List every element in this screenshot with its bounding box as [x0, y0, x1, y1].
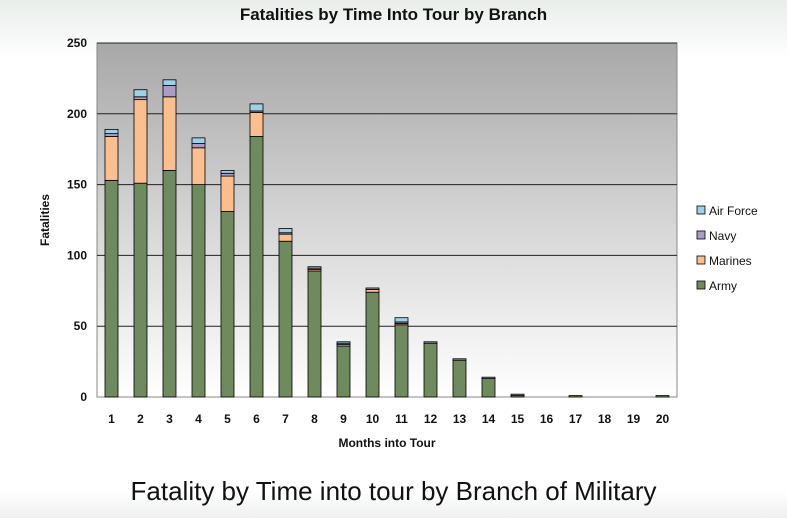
bar-segment-army: [307, 270, 322, 398]
bar-segment-army: [104, 179, 119, 398]
bar-segment-air-force: [162, 79, 177, 86]
y-tick-label: 100: [67, 248, 87, 262]
bar-segment-navy: [452, 358, 467, 361]
bar-segment-army: [481, 378, 496, 398]
x-tick-label: 20: [656, 412, 670, 426]
x-tick-label: 8: [311, 412, 318, 426]
bar-segment-army: [452, 359, 467, 398]
legend-label: Marines: [709, 254, 752, 268]
x-tick-label: 11: [395, 412, 408, 426]
bar-segment-army: [365, 291, 380, 398]
bar-segment-army: [220, 211, 235, 398]
x-tick-label: 10: [366, 412, 380, 426]
legend-swatch: [696, 230, 706, 240]
bar-segment-navy: [162, 85, 177, 98]
bar-segment-air-force: [249, 103, 264, 112]
bar-segment-marines: [365, 288, 380, 293]
bars: [104, 79, 670, 398]
bar-segment-air-force: [307, 266, 322, 269]
legend-label: Navy: [709, 229, 736, 243]
y-tick-label: 200: [67, 107, 87, 121]
x-tick-label: 2: [137, 412, 144, 426]
x-tick-label: 12: [424, 412, 438, 426]
x-tick-label: 13: [453, 412, 467, 426]
bar-segment-navy: [423, 341, 438, 344]
bar-segment-navy: [365, 287, 380, 290]
bar-segment-army: [394, 324, 409, 398]
x-tick-label: 16: [540, 412, 554, 426]
bar-segment-air-force: [394, 317, 409, 323]
bar-segment-navy: [191, 143, 206, 149]
x-tick-label: 7: [282, 412, 289, 426]
bar-segment-army: [249, 136, 264, 398]
bar-segment-marines: [191, 147, 206, 185]
x-tick-label: 6: [253, 412, 260, 426]
y-tick-label: 150: [67, 178, 87, 192]
bar-segment-army: [336, 345, 351, 398]
x-tick-label: 15: [511, 412, 525, 426]
bar-segment-army: [162, 170, 177, 398]
y-tick-label: 250: [67, 36, 87, 50]
y-tick-label: 50: [74, 319, 88, 333]
bar-segment-air-force: [191, 137, 206, 144]
bar-segment-marines: [220, 175, 235, 212]
x-tick-label: 5: [224, 412, 231, 426]
bar-segment-air-force: [133, 89, 148, 98]
bar-segment-army: [191, 184, 206, 398]
legend-swatch: [696, 205, 706, 215]
x-tick-label: 9: [340, 412, 347, 426]
bar-segment-navy: [481, 376, 496, 379]
bar-segment-air-force: [104, 128, 119, 135]
bar-segment-army: [568, 395, 583, 398]
x-tick-label: 3: [166, 412, 173, 426]
bar-segment-navy: [220, 172, 235, 177]
bar-segment-marines: [162, 96, 177, 171]
legend-label: Army: [709, 279, 737, 293]
bar-segment-air-force: [220, 170, 235, 174]
bar-segment-army: [423, 342, 438, 398]
legend-label: Air Force: [709, 204, 758, 218]
plot-area: [96, 42, 678, 398]
chart-title: Fatalities by Time Into Tour by Branch: [239, 5, 548, 24]
bar-segment-navy: [510, 393, 525, 396]
legend-swatch: [696, 255, 706, 265]
bar-segment-air-force: [336, 341, 351, 344]
bar-segment-navy: [104, 133, 119, 137]
y-axis-label: Fatalities: [38, 194, 52, 246]
bar-segment-army: [278, 240, 293, 398]
bar-segment-air-force: [278, 228, 293, 234]
x-tick-label: 1: [108, 412, 115, 426]
x-axis-label: Months into Tour: [338, 436, 435, 450]
legend-swatch: [696, 280, 706, 290]
x-tick-label: 18: [598, 412, 612, 426]
x-tick-label: 4: [195, 412, 202, 426]
x-tick-label: 14: [482, 412, 496, 426]
bar-segment-marines: [278, 233, 293, 242]
bar-segment-marines: [133, 99, 148, 184]
legend: Air Force Navy Marines Army: [696, 204, 758, 293]
x-tick-label: 17: [569, 412, 583, 426]
gridlines: [97, 42, 677, 327]
bar-segment-marines: [249, 111, 264, 137]
bar-segment-army: [133, 182, 148, 398]
slide-caption: Fatality by Time into tour by Branch of …: [130, 476, 657, 506]
bar-segment-army: [655, 395, 670, 398]
y-tick-label: 0: [80, 390, 87, 404]
x-tick-label: 19: [627, 412, 641, 426]
bar-segment-marines: [104, 136, 119, 181]
bar-segment-navy: [133, 96, 148, 101]
